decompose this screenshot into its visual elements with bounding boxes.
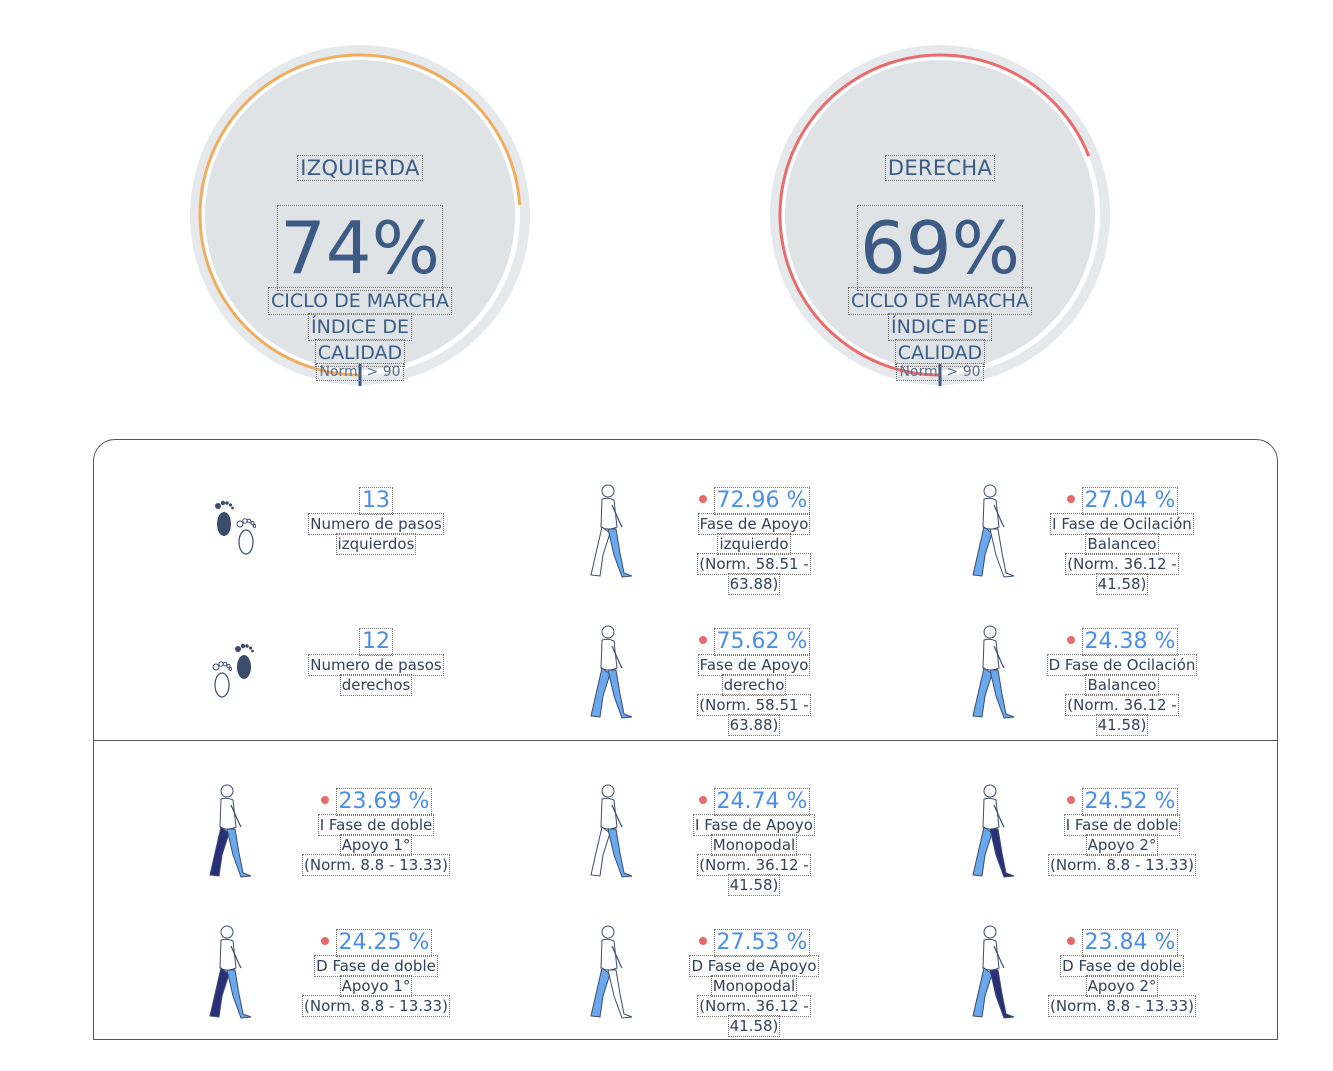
double-support-2-right-label: D Fase de doble Apoyo 2° (Norm. 8.8 - 13.3… [1048, 955, 1196, 1017]
walking-figure-icon [590, 625, 633, 719]
left-gauge-subtitle: CICLO DE MARCHA ÍNDICE DE CALIDAD [268, 287, 452, 367]
walking-figure-icon [590, 925, 633, 1019]
walking-figure-icon [972, 484, 1015, 578]
walking-figure-icon [209, 925, 252, 1019]
stance-right-value: 75.62 % [669, 628, 839, 656]
right-gauge-ring [770, 45, 1110, 386]
double-support-2-left-value: 24.52 % [1037, 788, 1207, 816]
double-support-1-right-value: 24.25 % [291, 929, 461, 957]
right-gauge-percent: 69% [856, 205, 1024, 291]
footprints-right-icon [212, 643, 254, 698]
steps-left-value: 13 [359, 487, 393, 515]
swing-right-label: D Fase de Ocilación Balanceo (Norm. 36.12 … [1046, 654, 1198, 736]
gait-metrics-panel [93, 439, 1278, 1040]
double-support-2-left-label: I Fase de doble Apoyo 2° (Norm. 8.8 - 13.3… [1048, 814, 1196, 876]
right-gauge-subtitle: CICLO DE MARCHA ÍNDICE DE CALIDAD [848, 287, 1032, 367]
double-support-2-right-value: 23.84 % [1037, 929, 1207, 957]
stance-left-value: 72.96 % [669, 487, 839, 515]
single-support-left-label: I Fase de Apoyo Monopodal (Norm. 36.12 -41… [693, 814, 815, 896]
right-gauge-norm: Norm. > 90 [896, 363, 984, 381]
walking-figure-icon [590, 784, 633, 878]
single-support-right-label: D Fase de Apoyo Monopodal (Norm. 36.12 -41… [689, 955, 819, 1037]
panel-divider [93, 740, 1278, 741]
double-support-1-left-value: 23.69 % [291, 788, 461, 816]
steps-right-label: Numero de pasos derechos [308, 654, 444, 696]
double-support-1-left-label: I Fase de doble Apoyo 1° (Norm. 8.8 - 13.3… [302, 814, 450, 876]
single-support-left-value: 24.74 % [669, 788, 839, 816]
walking-figure-icon [590, 484, 633, 578]
right-quality-gauge: DERECHA 69% CICLO DE MARCHA ÍNDICE DE CA… [765, 40, 1115, 390]
swing-left-value: 27.04 % [1037, 487, 1207, 515]
left-gauge-title: IZQUIERDA [297, 155, 423, 181]
swing-left-label: I Fase de Ocilación Balanceo (Norm. 36.12 … [1050, 513, 1194, 595]
walking-figure-icon [972, 784, 1015, 878]
right-gauge-title: DERECHA [884, 155, 996, 181]
steps-left-label: Numero de pasos izquierdos [308, 513, 444, 555]
walking-figure-icon [972, 925, 1015, 1019]
left-quality-gauge: IZQUIERDA 74% CICLO DE MARCHA ÍNDICE DE … [185, 40, 535, 390]
walking-figure-icon [972, 625, 1015, 719]
walking-figure-icon [209, 784, 252, 878]
steps-right-value: 12 [359, 628, 393, 656]
single-support-right-value: 27.53 % [669, 929, 839, 957]
stance-right-label: Fase de Apoyo derecho (Norm. 58.51 -63.88) [697, 654, 811, 736]
left-gauge-norm: Norm. > 90 [316, 363, 404, 381]
stance-left-label: Fase de Apoyo izquierdo (Norm. 58.51 -63.8… [697, 513, 811, 595]
footprints-left-icon [215, 500, 256, 555]
left-gauge-ring [190, 45, 530, 386]
double-support-1-right-label: D Fase de doble Apoyo 1° (Norm. 8.8 - 13.3… [302, 955, 450, 1017]
swing-right-value: 24.38 % [1037, 628, 1207, 656]
left-gauge-percent: 74% [276, 205, 444, 291]
